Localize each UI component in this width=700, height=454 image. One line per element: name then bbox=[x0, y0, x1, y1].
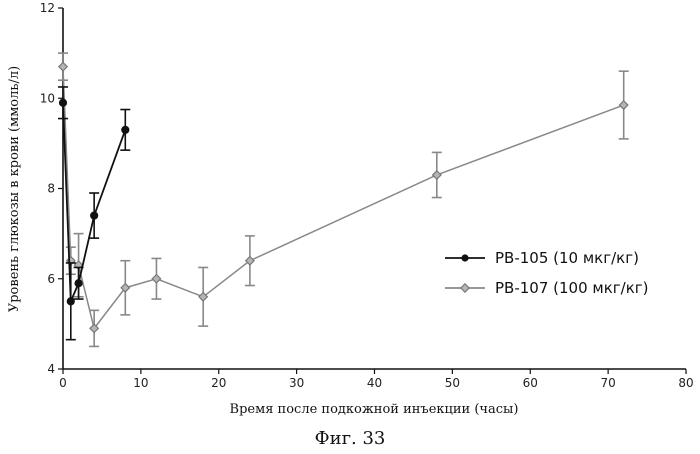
data-point bbox=[74, 279, 83, 288]
x-tick-label: 20 bbox=[211, 376, 226, 390]
legend-marker bbox=[461, 254, 469, 262]
x-tick-label: 80 bbox=[678, 376, 693, 390]
y-tick-label: 8 bbox=[47, 182, 55, 196]
legend-label: PB-107 (100 мкг/кг) bbox=[495, 279, 649, 297]
data-point bbox=[198, 291, 209, 302]
y-tick-label: 6 bbox=[47, 272, 55, 286]
legend-marker bbox=[459, 282, 471, 294]
data-point bbox=[618, 99, 629, 111]
figure-caption: Фиг. 33 bbox=[314, 428, 386, 449]
series-2 bbox=[57, 52, 629, 348]
data-point bbox=[57, 61, 69, 72]
data-point bbox=[58, 98, 68, 107]
series-1 bbox=[58, 86, 131, 341]
y-tick-label: 4 bbox=[47, 362, 55, 376]
x-tick-label: 50 bbox=[445, 376, 460, 390]
legend: PB-105 (10 мкг/кг) PB-107 (100 мкг/кг) bbox=[445, 249, 649, 297]
x-tick-label: 70 bbox=[600, 376, 615, 390]
data-point bbox=[89, 323, 100, 334]
x-tick-label: 30 bbox=[289, 376, 304, 390]
y-tick-label: 12 bbox=[40, 1, 55, 15]
data-point bbox=[431, 169, 442, 181]
legend-item-2: PB-107 (100 мкг/кг) bbox=[445, 279, 649, 297]
x-tick-label: 40 bbox=[367, 376, 382, 390]
data-point bbox=[121, 125, 130, 134]
series-layer bbox=[57, 52, 629, 348]
y-tick-label: 10 bbox=[40, 91, 55, 105]
x-tick-label: 10 bbox=[133, 376, 148, 390]
data-point bbox=[66, 297, 75, 306]
data-point bbox=[244, 255, 255, 266]
legend-label: PB-105 (10 мкг/кг) bbox=[495, 249, 639, 267]
x-axis-label: Время после подкожной инъекции (часы) bbox=[230, 402, 519, 417]
x-tick-label: 0 bbox=[59, 376, 67, 390]
data-point bbox=[120, 282, 131, 293]
legend-item-1: PB-105 (10 мкг/кг) bbox=[445, 249, 639, 267]
data-point bbox=[151, 273, 162, 284]
y-axis-label: Уровень глюкозы в крови (ммоль/л) bbox=[7, 66, 22, 312]
axes: 0 10 20 30 40 50 60 70 80 4 6 8 10 12 bbox=[40, 1, 694, 390]
data-point bbox=[90, 211, 99, 220]
x-tick-label: 60 bbox=[523, 376, 538, 390]
